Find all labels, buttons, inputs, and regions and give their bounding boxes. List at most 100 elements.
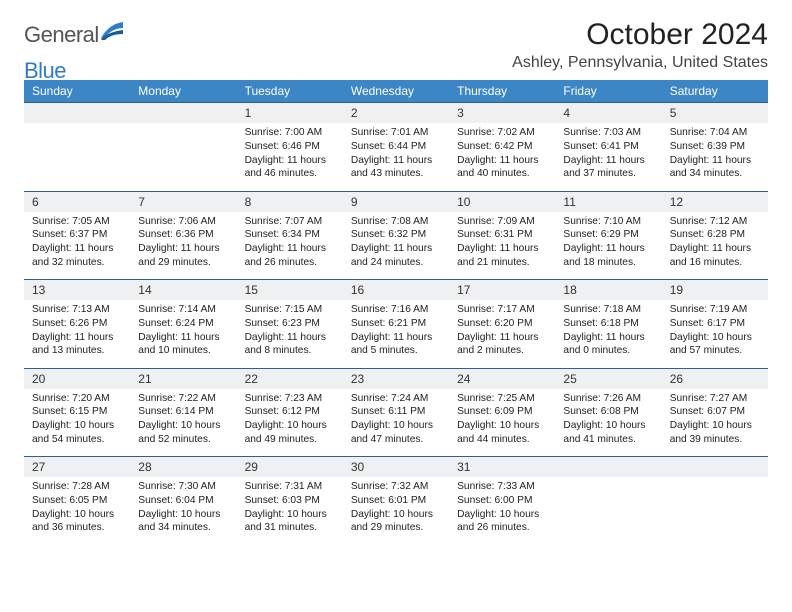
day-cell: Sunrise: 7:31 AMSunset: 6:03 PMDaylight:… (237, 477, 343, 545)
day-cell: Sunrise: 7:26 AMSunset: 6:08 PMDaylight:… (555, 389, 661, 457)
day-sunrise-line: Sunrise: 7:31 AM (245, 480, 337, 494)
day-number-cell: 23 (343, 368, 449, 389)
day-day1-line: Daylight: 10 hours (670, 419, 762, 433)
day-sunrise-line: Sunrise: 7:17 AM (457, 303, 549, 317)
day-day1-line: Daylight: 10 hours (457, 508, 549, 522)
day-sunrise-line: Sunrise: 7:23 AM (245, 392, 337, 406)
day-number-cell: 12 (662, 191, 768, 212)
day-sunset-line: Sunset: 6:28 PM (670, 228, 762, 242)
day-body-row: Sunrise: 7:13 AMSunset: 6:26 PMDaylight:… (24, 300, 768, 368)
day-day1-line: Daylight: 11 hours (138, 331, 230, 345)
day-day1-line: Daylight: 11 hours (351, 331, 443, 345)
day-number-row: 2728293031 (24, 457, 768, 478)
day-cell: Sunrise: 7:32 AMSunset: 6:01 PMDaylight:… (343, 477, 449, 545)
day-cell: Sunrise: 7:00 AMSunset: 6:46 PMDaylight:… (237, 123, 343, 191)
day-number-cell: 5 (662, 103, 768, 124)
day-number-cell: 8 (237, 191, 343, 212)
day-day2-line: and 31 minutes. (245, 521, 337, 535)
day-cell: Sunrise: 7:25 AMSunset: 6:09 PMDaylight:… (449, 389, 555, 457)
day-day2-line: and 8 minutes. (245, 344, 337, 358)
day-cell: Sunrise: 7:13 AMSunset: 6:26 PMDaylight:… (24, 300, 130, 368)
weekday-header-row: Sunday Monday Tuesday Wednesday Thursday… (24, 80, 768, 103)
day-sunrise-line: Sunrise: 7:33 AM (457, 480, 549, 494)
day-day2-line: and 5 minutes. (351, 344, 443, 358)
day-number-cell: 16 (343, 280, 449, 301)
day-day1-line: Daylight: 10 hours (670, 331, 762, 345)
day-number-row: 6789101112 (24, 191, 768, 212)
day-sunrise-line: Sunrise: 7:24 AM (351, 392, 443, 406)
day-number-row: 13141516171819 (24, 280, 768, 301)
day-cell: Sunrise: 7:09 AMSunset: 6:31 PMDaylight:… (449, 212, 555, 280)
day-day2-line: and 54 minutes. (32, 433, 124, 447)
day-day1-line: Daylight: 11 hours (563, 331, 655, 345)
day-day1-line: Daylight: 11 hours (457, 242, 549, 256)
day-cell (555, 477, 661, 545)
logo-text-part2: Blue (24, 58, 66, 84)
day-day2-line: and 0 minutes. (563, 344, 655, 358)
day-cell: Sunrise: 7:20 AMSunset: 6:15 PMDaylight:… (24, 389, 130, 457)
day-day2-line: and 43 minutes. (351, 167, 443, 181)
day-number-cell: 14 (130, 280, 236, 301)
day-number-cell: 24 (449, 368, 555, 389)
day-day2-line: and 10 minutes. (138, 344, 230, 358)
weekday-header: Friday (555, 80, 661, 103)
day-sunset-line: Sunset: 6:31 PM (457, 228, 549, 242)
day-day1-line: Daylight: 10 hours (351, 508, 443, 522)
day-sunrise-line: Sunrise: 7:15 AM (245, 303, 337, 317)
day-cell: Sunrise: 7:02 AMSunset: 6:42 PMDaylight:… (449, 123, 555, 191)
day-day2-line: and 57 minutes. (670, 344, 762, 358)
day-day2-line: and 18 minutes. (563, 256, 655, 270)
day-day1-line: Daylight: 10 hours (138, 419, 230, 433)
day-day2-line: and 37 minutes. (563, 167, 655, 181)
day-number-cell: 30 (343, 457, 449, 478)
day-day2-line: and 39 minutes. (670, 433, 762, 447)
day-sunset-line: Sunset: 6:15 PM (32, 405, 124, 419)
day-sunrise-line: Sunrise: 7:03 AM (563, 126, 655, 140)
day-sunset-line: Sunset: 6:08 PM (563, 405, 655, 419)
day-number-cell: 11 (555, 191, 661, 212)
day-day2-line: and 24 minutes. (351, 256, 443, 270)
day-number-cell: 9 (343, 191, 449, 212)
day-sunrise-line: Sunrise: 7:00 AM (245, 126, 337, 140)
day-sunrise-line: Sunrise: 7:09 AM (457, 215, 549, 229)
day-number-cell: 17 (449, 280, 555, 301)
day-day1-line: Daylight: 11 hours (245, 242, 337, 256)
day-sunset-line: Sunset: 6:00 PM (457, 494, 549, 508)
day-sunrise-line: Sunrise: 7:05 AM (32, 215, 124, 229)
day-cell: Sunrise: 7:22 AMSunset: 6:14 PMDaylight:… (130, 389, 236, 457)
day-body-row: Sunrise: 7:20 AMSunset: 6:15 PMDaylight:… (24, 389, 768, 457)
day-day1-line: Daylight: 11 hours (245, 154, 337, 168)
day-number-cell: 13 (24, 280, 130, 301)
day-sunset-line: Sunset: 6:23 PM (245, 317, 337, 331)
logo-text-part1: General (24, 22, 99, 48)
calendar-table: Sunday Monday Tuesday Wednesday Thursday… (24, 80, 768, 545)
day-number-cell: 29 (237, 457, 343, 478)
logo-swoosh-icon (101, 22, 123, 40)
day-sunset-line: Sunset: 6:24 PM (138, 317, 230, 331)
day-sunset-line: Sunset: 6:42 PM (457, 140, 549, 154)
day-cell: Sunrise: 7:03 AMSunset: 6:41 PMDaylight:… (555, 123, 661, 191)
day-day1-line: Daylight: 10 hours (245, 508, 337, 522)
day-cell: Sunrise: 7:04 AMSunset: 6:39 PMDaylight:… (662, 123, 768, 191)
day-sunset-line: Sunset: 6:03 PM (245, 494, 337, 508)
day-number-cell: 18 (555, 280, 661, 301)
day-sunrise-line: Sunrise: 7:14 AM (138, 303, 230, 317)
weekday-header: Tuesday (237, 80, 343, 103)
day-day1-line: Daylight: 11 hours (563, 242, 655, 256)
day-day1-line: Daylight: 11 hours (670, 154, 762, 168)
day-day1-line: Daylight: 10 hours (457, 419, 549, 433)
day-day2-line: and 29 minutes. (351, 521, 443, 535)
day-number-cell: 7 (130, 191, 236, 212)
day-cell: Sunrise: 7:24 AMSunset: 6:11 PMDaylight:… (343, 389, 449, 457)
day-number-cell: 31 (449, 457, 555, 478)
day-sunrise-line: Sunrise: 7:07 AM (245, 215, 337, 229)
day-sunset-line: Sunset: 6:17 PM (670, 317, 762, 331)
day-day1-line: Daylight: 11 hours (670, 242, 762, 256)
day-sunset-line: Sunset: 6:04 PM (138, 494, 230, 508)
day-sunrise-line: Sunrise: 7:22 AM (138, 392, 230, 406)
day-number-cell: 19 (662, 280, 768, 301)
day-sunrise-line: Sunrise: 7:19 AM (670, 303, 762, 317)
day-number-cell: 6 (24, 191, 130, 212)
day-cell: Sunrise: 7:10 AMSunset: 6:29 PMDaylight:… (555, 212, 661, 280)
day-day1-line: Daylight: 10 hours (32, 508, 124, 522)
